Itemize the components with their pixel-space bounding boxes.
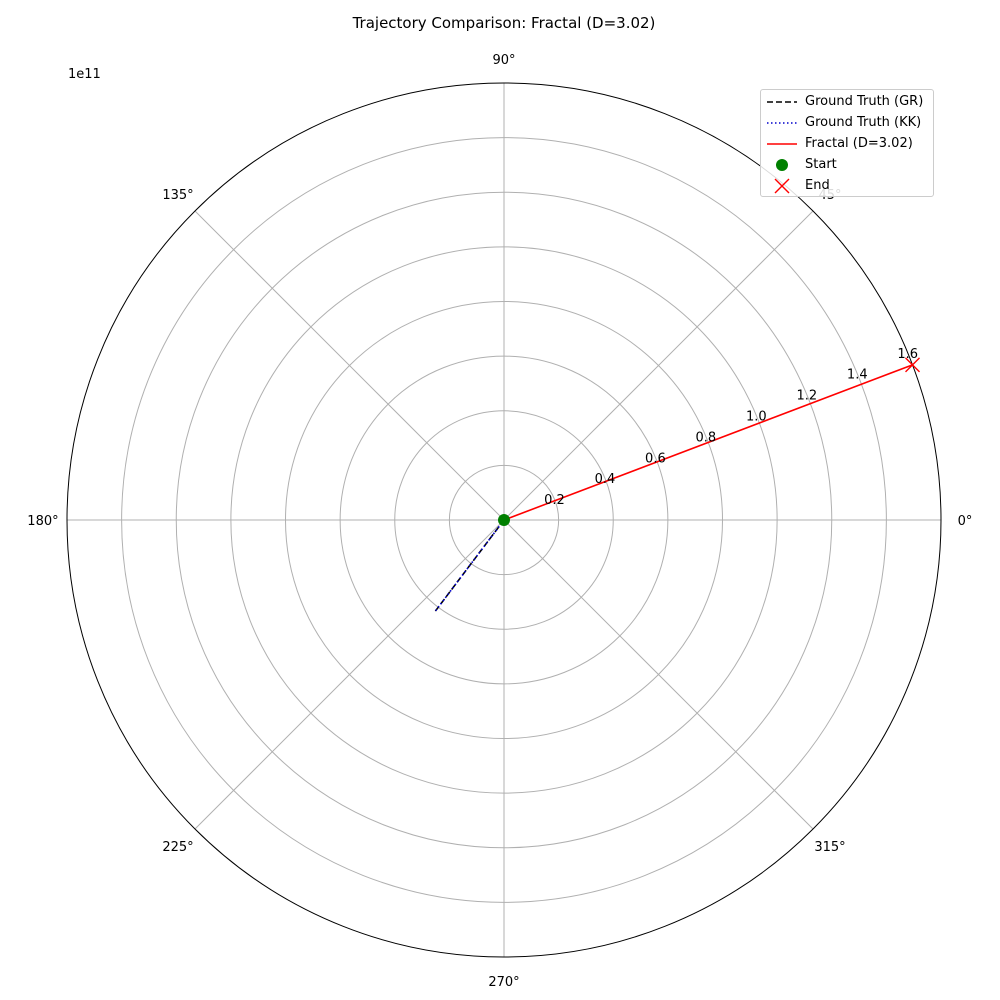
chart-title: Trajectory Comparison: Fractal (D=3.02) <box>352 14 656 32</box>
end-marker <box>905 357 921 373</box>
legend-start-symbol <box>776 159 788 171</box>
legend-label: Ground Truth (GR) <box>805 94 924 109</box>
legend-entry: End <box>761 176 933 197</box>
legend-entry: Ground Truth (GR) <box>761 92 933 113</box>
legend-label: Start <box>805 157 837 172</box>
theta-tick-label: 135° <box>162 188 193 203</box>
end-marker-stroke <box>905 357 921 373</box>
angular-gridline <box>194 210 505 521</box>
radial-tick-label: 0.6 <box>645 451 666 466</box>
legend-entry: Ground Truth (KK) <box>761 113 933 134</box>
legend: Ground Truth (GR) Ground Truth (KK) Fracta… <box>760 89 934 197</box>
legend-label: Ground Truth (KK) <box>805 115 922 130</box>
theta-tick-label: 270° <box>488 975 519 990</box>
polar-frame <box>66 82 942 958</box>
theta-tick-label: 315° <box>814 840 845 855</box>
theta-tick-label: 0° <box>958 514 973 529</box>
radial-offset-label: 1e11 <box>68 67 101 82</box>
legend-end-symbol <box>774 178 790 194</box>
radial-tick-label: 1.2 <box>796 389 817 404</box>
radial-tick-label: 1.4 <box>847 368 868 383</box>
series-layer <box>434 364 913 613</box>
legend-entry: Start <box>761 155 933 176</box>
radial-tick-label: 1.0 <box>746 409 767 424</box>
legend-symbol <box>767 122 797 124</box>
legend-label: Fractal (D=3.02) <box>805 136 913 151</box>
marker-layer <box>498 357 921 526</box>
radial-tick-label: 0.4 <box>595 472 616 487</box>
theta-tick-label: 225° <box>162 840 193 855</box>
theta-tick-label: 180° <box>27 514 58 529</box>
radial-tick-label: 0.8 <box>696 430 717 445</box>
series-line <box>503 364 913 521</box>
angular-gridline <box>194 519 505 830</box>
legend-symbol <box>767 101 797 103</box>
radial-tick-label: 0.2 <box>544 493 565 508</box>
radial-tick-label: 1.6 <box>897 347 918 362</box>
angular-gridline <box>503 519 814 830</box>
legend-symbol <box>776 159 788 171</box>
polar-grid <box>66 82 942 958</box>
legend-symbol <box>767 143 797 145</box>
start-marker <box>498 514 510 526</box>
legend-entry: Fractal (D=3.02) <box>761 134 933 155</box>
series-line <box>434 519 505 613</box>
theta-tick-label: 90° <box>492 53 515 68</box>
angular-gridline <box>503 210 814 521</box>
legend-symbol <box>774 178 790 194</box>
legend-label: End <box>805 178 830 193</box>
